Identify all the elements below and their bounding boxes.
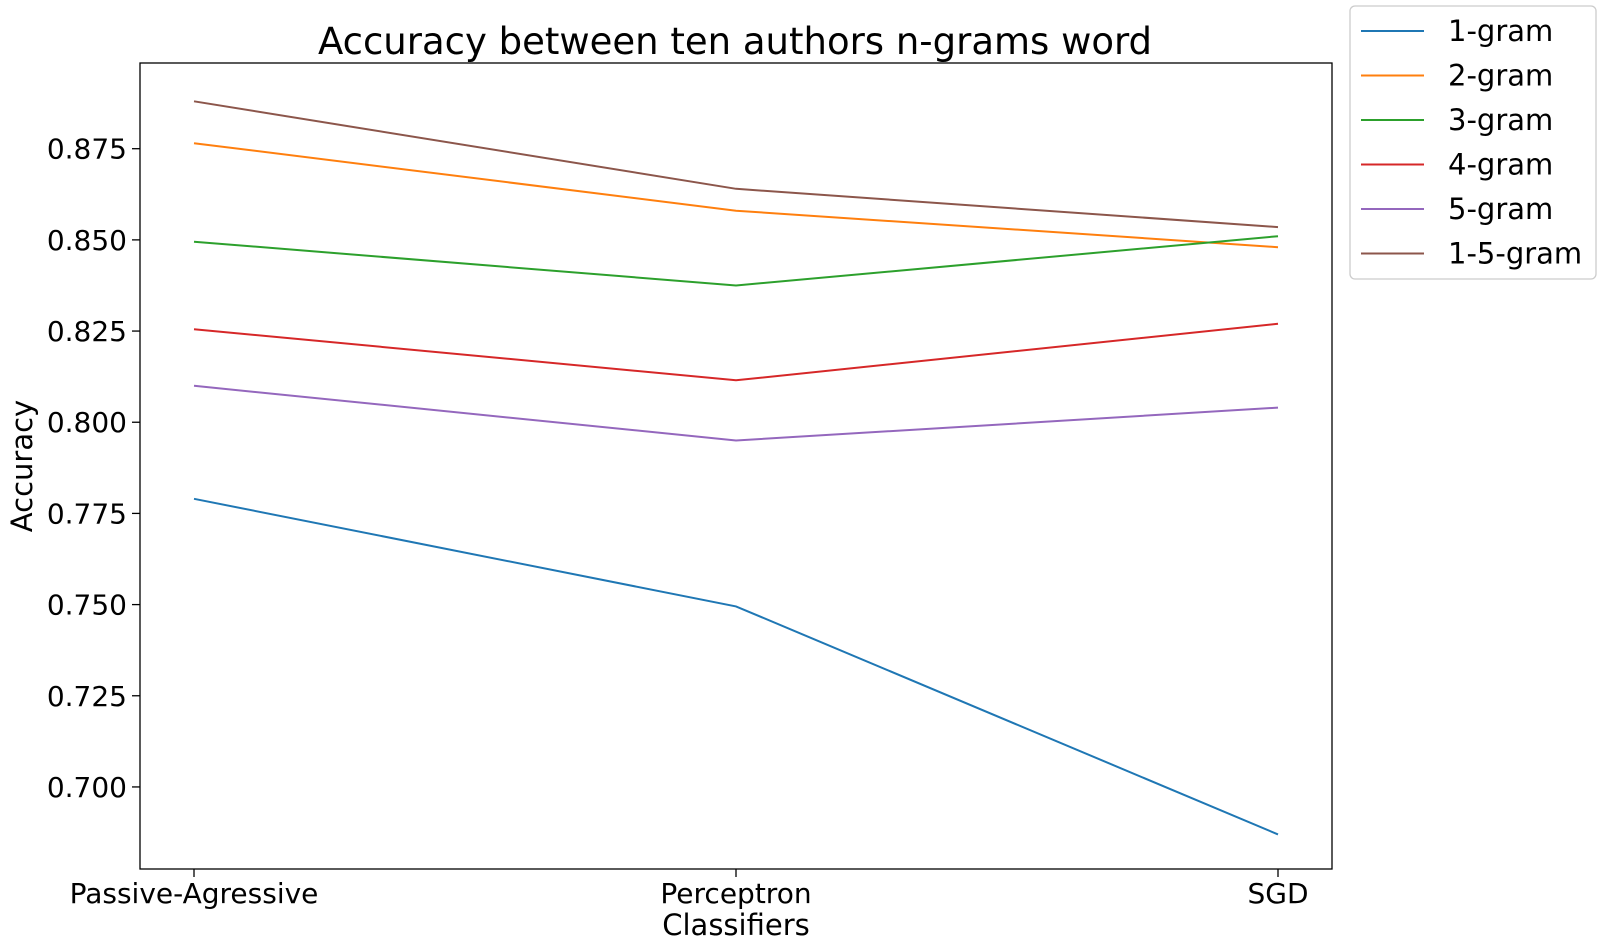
series-line-3-gram [193, 235, 1279, 287]
series-line-1-gram [193, 497, 1279, 836]
legend-label: 5-gram [1448, 192, 1553, 226]
y-tick-label: 0.750 [47, 589, 127, 622]
legend: 1-gram 2-gram 3-gram 4-gram 5-gram 1-5-gram [1349, 5, 1597, 280]
y-tick-label: 0.700 [47, 771, 127, 804]
plot-area [193, 100, 1279, 836]
legend-label: 3-gram [1448, 103, 1553, 137]
legend-label: 4-gram [1448, 148, 1553, 182]
legend-label: 2-gram [1448, 59, 1553, 93]
x-tick-label: Perceptron [660, 877, 811, 910]
x-axis-label: Classifiers [662, 908, 810, 942]
y-axis: 0.700 0.725 0.750 0.775 0.800 0.825 0.850 0.875 [47, 133, 140, 804]
legend-label: 1-5-gram [1448, 237, 1582, 271]
y-tick-label: 0.850 [47, 224, 127, 257]
legend-box [1349, 5, 1597, 280]
y-tick-label: 0.875 [47, 133, 127, 166]
y-tick-label: 0.825 [47, 315, 127, 348]
legend-label: 1-gram [1448, 14, 1553, 48]
series-line-2-gram [193, 142, 1279, 249]
x-tick-label: SGD [1247, 877, 1308, 910]
chart-title: Accuracy between ten authors n-grams wor… [318, 20, 1152, 63]
series-line-5-gram [193, 384, 1279, 442]
y-tick-label: 0.725 [47, 680, 127, 713]
y-axis-label: Accuracy [5, 400, 39, 532]
y-tick-label: 0.775 [47, 497, 127, 530]
x-axis: Passive-Agressive Perceptron SGD [70, 869, 1309, 910]
x-tick-label: Passive-Agressive [70, 877, 319, 910]
y-tick-label: 0.800 [47, 406, 127, 439]
series-line-1-5-gram [193, 100, 1279, 229]
series-line-4-gram [193, 322, 1279, 382]
